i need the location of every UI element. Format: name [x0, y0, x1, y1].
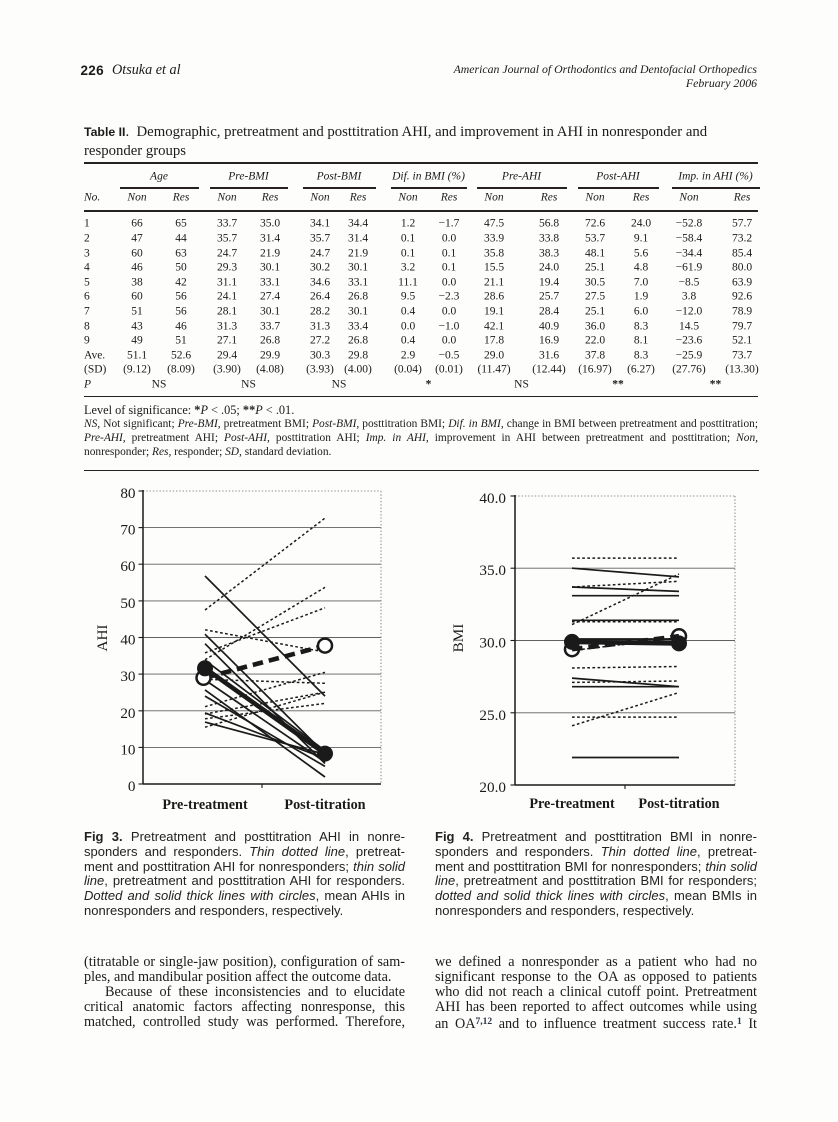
- svg-text:10: 10: [120, 741, 136, 758]
- svg-text:25.0: 25.0: [479, 707, 506, 724]
- svg-text:Post-titration: Post-titration: [284, 797, 365, 813]
- svg-text:60: 60: [120, 558, 136, 575]
- svg-text:80: 80: [120, 485, 136, 502]
- svg-text:Pre-treatment: Pre-treatment: [162, 797, 248, 813]
- svg-text:70: 70: [120, 522, 136, 539]
- svg-text:AHI: AHI: [94, 625, 111, 652]
- svg-text:30.0: 30.0: [479, 635, 506, 652]
- svg-text:20: 20: [120, 705, 136, 722]
- svg-text:50: 50: [120, 595, 136, 612]
- svg-text:BMI: BMI: [450, 624, 467, 653]
- svg-text:35.0: 35.0: [479, 562, 506, 579]
- svg-text:20.0: 20.0: [479, 779, 506, 796]
- svg-text:30: 30: [120, 668, 136, 685]
- svg-text:40.0: 40.0: [479, 490, 506, 507]
- svg-text:40: 40: [120, 632, 136, 649]
- svg-text:0: 0: [128, 778, 136, 795]
- svg-text:Post-titration: Post-titration: [638, 796, 719, 812]
- svg-text:Pre-treatment: Pre-treatment: [529, 796, 615, 812]
